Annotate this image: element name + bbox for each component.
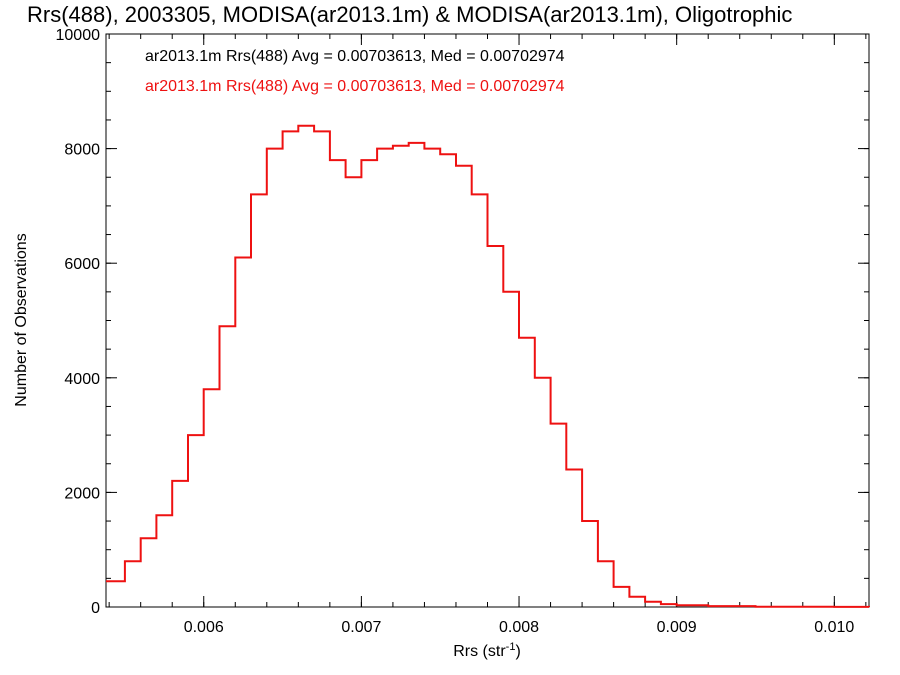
histogram-line [106, 124, 870, 608]
y-tick-label: 6000 [64, 256, 100, 273]
y-tick-label: 10000 [56, 27, 101, 44]
legend: ar2013.1m Rrs(488) Avg = 0.00703613, Med… [145, 48, 565, 95]
y-axis-label: Number of Observations [13, 233, 30, 406]
x-tick-label: 0.007 [341, 619, 381, 636]
x-tick-label: 0.008 [499, 619, 539, 636]
y-tick-label: 0 [91, 600, 100, 617]
axis-tick-labels: 0.006 0.007 0.008 0.009 0.010 0 2000 4000 6000 80… [56, 27, 855, 636]
chart-title: Rrs(488), 2003305, MODISA(ar2013.1m) & M… [27, 2, 792, 27]
plot-frame [105, 33, 870, 608]
axis-ticks [106, 33, 869, 608]
legend-entry-red: ar2013.1m Rrs(488) Avg = 0.00703613, Med… [145, 78, 565, 95]
y-tick-label: 8000 [64, 142, 100, 159]
y-tick-label: 2000 [64, 485, 100, 502]
legend-entry-black: ar2013.1m Rrs(488) Avg = 0.00703613, Med… [145, 48, 565, 65]
y-tick-label: 4000 [64, 371, 100, 388]
x-tick-label: 0.009 [657, 619, 697, 636]
x-tick-label: 0.006 [184, 619, 224, 636]
x-tick-label: 0.010 [814, 619, 854, 636]
x-axis-label: Rrs (str-1) [453, 641, 521, 660]
